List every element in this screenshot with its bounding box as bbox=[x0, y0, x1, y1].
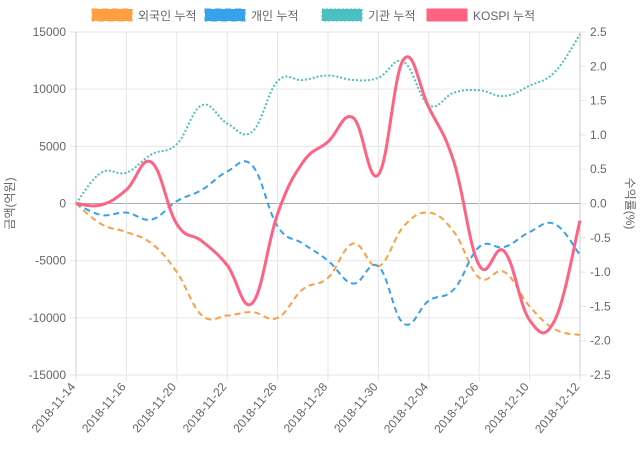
x-tick-label: 2018-12-12 bbox=[532, 380, 582, 436]
y2-axis-title: 수익률(%) bbox=[623, 178, 637, 230]
x-tick-label: 2018-12-06 bbox=[431, 380, 481, 436]
y-tick-label: 10000 bbox=[33, 82, 67, 96]
legend-swatch bbox=[426, 8, 468, 22]
y2-tick-label: -1.0 bbox=[590, 265, 611, 279]
legend-swatch bbox=[91, 8, 133, 22]
legend-swatch bbox=[204, 8, 246, 22]
x-tick-label: 2018-12-10 bbox=[482, 380, 532, 436]
x-tick-label: 2018-12-04 bbox=[381, 380, 431, 436]
x-tick-label: 2018-11-20 bbox=[129, 380, 179, 436]
x-tick-label: 2018-11-28 bbox=[281, 380, 331, 436]
y2-tick-label: 1.5 bbox=[590, 94, 607, 108]
legend-label: KOSPI 누적 bbox=[473, 9, 535, 23]
x-tick-label: 2018-11-22 bbox=[180, 380, 230, 436]
y2-tick-label: -2.5 bbox=[590, 368, 611, 382]
y2-tick-label: -0.5 bbox=[590, 231, 611, 245]
y-tick-label: -15000 bbox=[29, 368, 67, 382]
legend-swatch bbox=[321, 8, 363, 22]
series-line-3 bbox=[75, 55, 582, 335]
y2-tick-label: 2.5 bbox=[590, 25, 607, 39]
series-line-0 bbox=[75, 202, 581, 336]
x-tick-label: 2018-11-16 bbox=[79, 380, 129, 436]
series-line-2 bbox=[75, 33, 581, 205]
series-line-1 bbox=[75, 160, 581, 326]
y2-tick-label: 0.0 bbox=[590, 197, 607, 211]
legend-label: 외국인 누적 bbox=[138, 9, 197, 23]
y2-tick-label: 0.5 bbox=[590, 162, 607, 176]
x-tick-label: 2018-11-30 bbox=[331, 380, 381, 436]
legend-label: 개인 누적 bbox=[251, 9, 299, 23]
y2-tick-label: -1.5 bbox=[590, 299, 611, 313]
y2-tick-label: 2.0 bbox=[590, 59, 607, 73]
legend-label: 기관 누적 bbox=[368, 9, 416, 23]
y-tick-label: 5000 bbox=[39, 139, 66, 153]
y-tick-label: 0 bbox=[59, 197, 66, 211]
y2-tick-label: -2.0 bbox=[590, 334, 611, 348]
x-tick-label: 2018-11-26 bbox=[230, 380, 280, 436]
y2-tick-label: 1.0 bbox=[590, 128, 607, 142]
y-axis-title: 금액(억원) bbox=[3, 177, 17, 229]
y-tick-label: 15000 bbox=[33, 25, 67, 39]
x-tick-label: 2018-11-14 bbox=[29, 380, 79, 436]
y-tick-label: -10000 bbox=[29, 311, 67, 325]
y-tick-label: -5000 bbox=[35, 254, 66, 268]
